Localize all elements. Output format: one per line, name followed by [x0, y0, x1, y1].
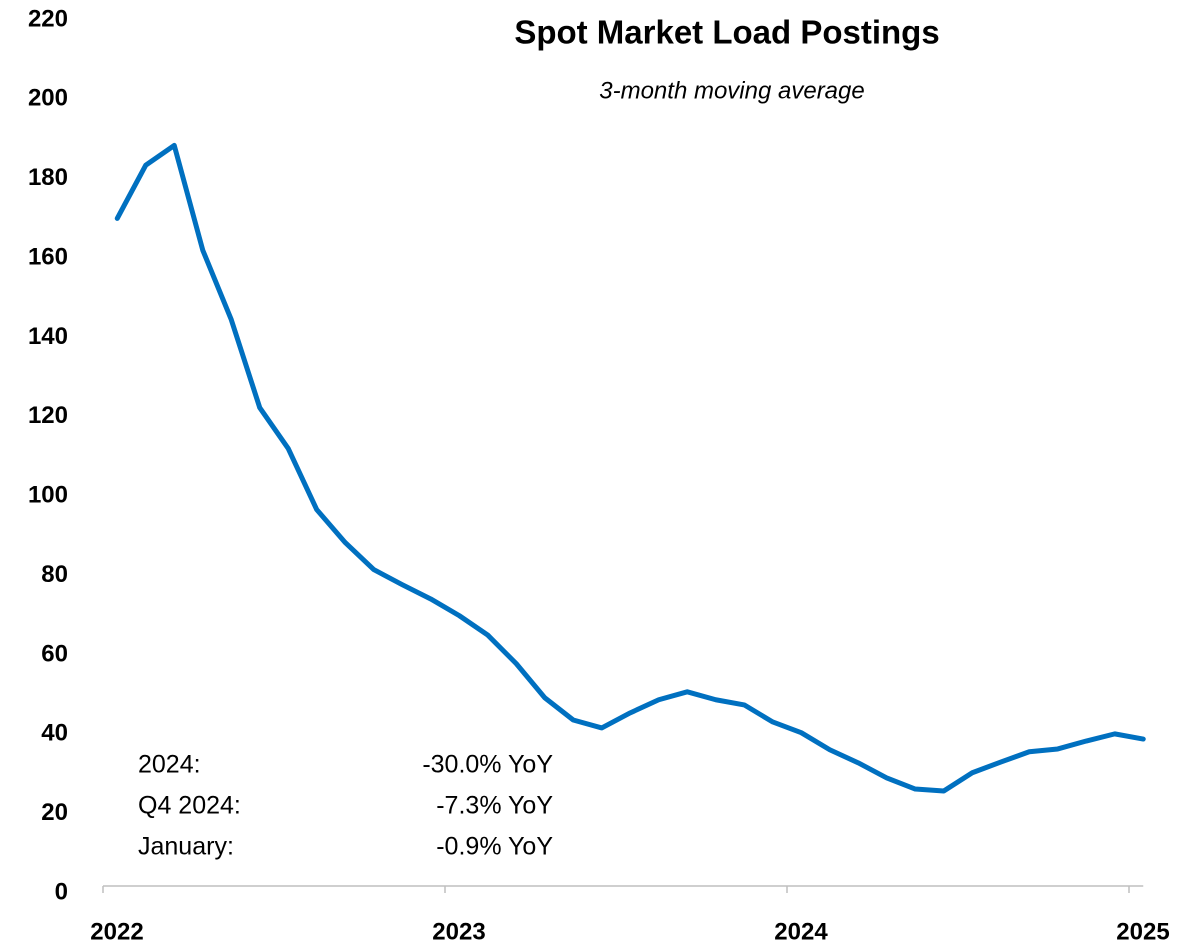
y-tick-label: 220 [28, 5, 68, 32]
x-tick-label: 2025 [1116, 918, 1169, 945]
y-tick-label: 20 [41, 799, 68, 826]
y-tick-label: 0 [55, 878, 68, 905]
x-tick-label: 2024 [774, 918, 828, 945]
annotation-value: -0.9% YoY [436, 833, 553, 861]
line-series [114, 142, 1146, 794]
annotation-label: 2024: [138, 751, 201, 779]
y-tick-label: 60 [41, 640, 68, 667]
x-tick-label: 2022 [90, 918, 143, 945]
y-tick-label: 160 [28, 243, 68, 270]
chart-title: Spot Market Load Postings [514, 14, 939, 51]
annotation-label: Q4 2024: [138, 792, 241, 820]
y-tick-label: 180 [28, 164, 68, 191]
y-tick-label: 140 [28, 323, 68, 350]
y-tick-label: 200 [28, 85, 68, 112]
annotation-label: January: [138, 833, 234, 861]
chart-subtitle: 3-month moving average [599, 77, 864, 104]
y-tick-label: 120 [28, 402, 68, 429]
x-tick-label: 2023 [432, 918, 485, 945]
annotation-value: -30.0% YoY [422, 751, 553, 779]
annotation-value: -7.3% YoY [436, 792, 553, 820]
y-tick-label: 40 [41, 720, 68, 747]
y-tick-label: 80 [41, 561, 68, 588]
y-tick-label: 100 [28, 482, 68, 509]
